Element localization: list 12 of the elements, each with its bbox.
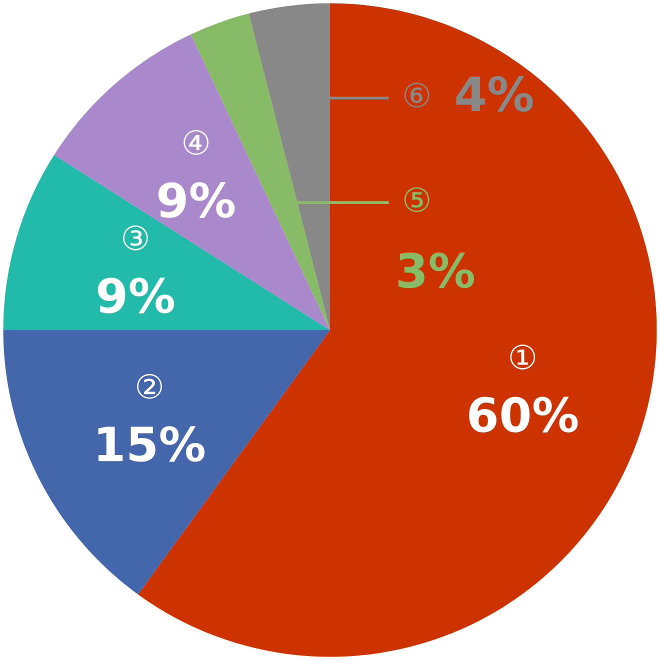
slice-label: ⑤ xyxy=(404,187,430,212)
data-label: 3% xyxy=(398,252,474,288)
data-label: 9% xyxy=(158,182,235,218)
slice-label: ④ xyxy=(184,130,209,155)
slice-label: ⑥ xyxy=(404,82,430,108)
data-label: 15% xyxy=(98,426,205,462)
data-label: 60% xyxy=(469,396,578,432)
slice-label: ① xyxy=(510,344,536,370)
slice-label: ③ xyxy=(123,225,148,250)
data-label: 9% xyxy=(98,278,174,314)
slice-label: ② xyxy=(137,374,162,399)
data-label: 4% xyxy=(456,76,533,112)
